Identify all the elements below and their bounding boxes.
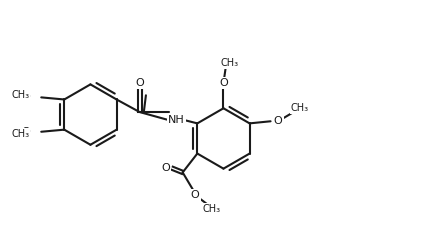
Text: O: O [21,93,30,102]
Text: CH₃: CH₃ [291,103,309,113]
Text: NH: NH [168,115,184,125]
Text: O: O [21,127,30,137]
Text: O: O [135,78,144,88]
Text: O: O [274,116,282,126]
Text: CH₃: CH₃ [11,129,29,139]
Text: O: O [191,190,200,200]
Text: CH₃: CH₃ [11,90,29,100]
Text: CH₃: CH₃ [203,204,221,214]
Text: O: O [219,78,228,88]
Text: CH₃: CH₃ [220,59,239,68]
Text: O: O [162,163,170,173]
